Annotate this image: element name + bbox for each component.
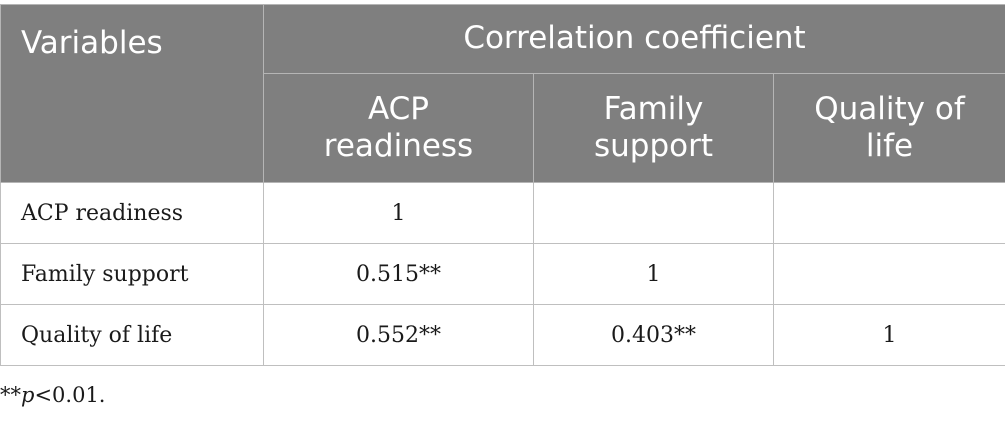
row-label-acp-readiness: ACP readiness	[0, 182, 264, 244]
footnote-threshold: <0.01.	[34, 383, 106, 407]
column-header-family-support: Family support	[533, 73, 774, 183]
header-row-columns: ACP readiness Family support Quality of …	[1, 73, 1005, 183]
table-cell: 0.552**	[263, 304, 534, 366]
footnote-p-symbol: p	[21, 383, 35, 407]
column-header-quality-of-life: Quality of life	[772, 73, 1005, 183]
correlation-coefficient-header: Correlation coefficient	[262, 4, 1005, 74]
table-cell: 0.403**	[533, 304, 774, 366]
column-header-line: Quality of	[814, 90, 965, 127]
row-label-quality-of-life: Quality of life	[0, 304, 264, 366]
column-header-acp-readiness: ACP readiness	[263, 73, 534, 183]
header-row-top: Variables Correlation coefficient	[0, 4, 1005, 183]
table-header: Variables Correlation coefficient ACP re…	[0, 4, 1005, 183]
table-row: Family support 0.515** 1	[0, 243, 1005, 305]
row-label-family-support: Family support	[0, 243, 264, 305]
table-cell	[772, 182, 1005, 244]
column-header-line: life	[865, 128, 914, 164]
column-header-line: support	[593, 128, 714, 164]
correlation-table: Variables Correlation coefficient ACP re…	[0, 4, 1005, 366]
table-cell: 1	[772, 304, 1005, 366]
column-header-line: readiness	[323, 128, 474, 164]
footnote-prefix: **	[0, 383, 21, 407]
variables-header: Variables	[0, 4, 264, 183]
column-header-line: ACP	[367, 90, 429, 127]
table-cell: 0.515**	[263, 243, 534, 305]
significance-footnote: **p<0.01.	[0, 383, 105, 407]
table-row: ACP readiness 1	[0, 182, 1005, 244]
table-cell	[772, 243, 1005, 305]
table-cell	[533, 182, 774, 244]
table-body: ACP readiness 1 Family support 0.515** 1…	[0, 182, 1005, 366]
table-row: Quality of life 0.552** 0.403** 1	[0, 304, 1005, 366]
column-header-line: Family	[603, 90, 704, 127]
table-cell: 1	[533, 243, 774, 305]
table-cell: 1	[263, 182, 534, 244]
